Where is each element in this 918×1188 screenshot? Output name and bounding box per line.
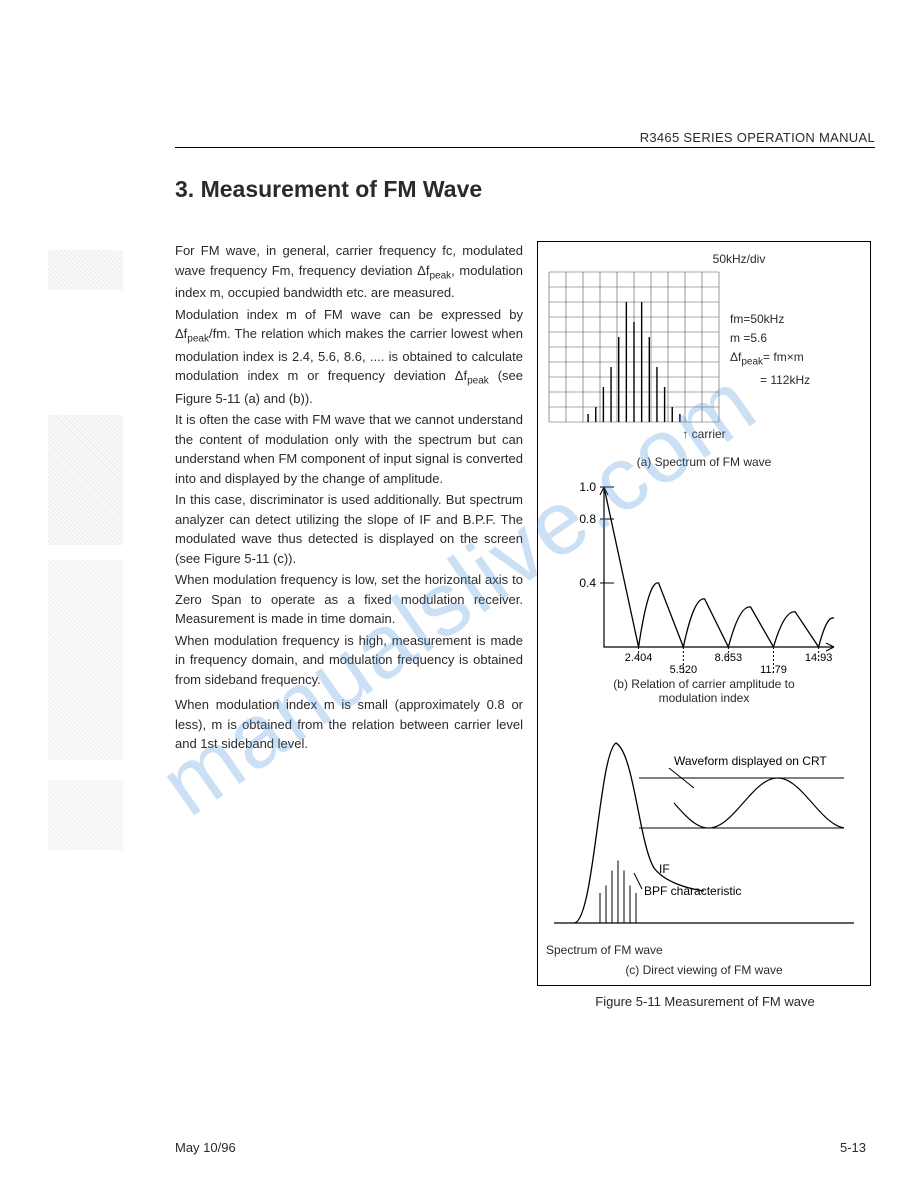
section-title: 3. Measurement of FM Wave	[175, 176, 875, 203]
figure-panel: 50kHz/div fm=50kHz m =5.6 Δfpeak= fm×m =…	[537, 241, 871, 986]
svg-text:BPF characteristic: BPF characteristic	[644, 884, 741, 898]
svg-text:IF: IF	[659, 862, 670, 876]
fig-a-result: = 112kHz	[760, 371, 810, 390]
scan-noise	[48, 250, 123, 290]
svg-text:8.653: 8.653	[715, 652, 743, 664]
fig-a-m: m =5.6	[730, 329, 810, 348]
fig-b-caption: (b) Relation of carrier amplitude to mod…	[544, 677, 864, 705]
svg-text:11.79: 11.79	[760, 664, 787, 676]
svg-text:14.93: 14.93	[805, 652, 833, 664]
fig-a-spectrum	[544, 270, 724, 425]
svg-text:2.404: 2.404	[625, 652, 653, 664]
fig-a-caption: (a) Spectrum of FM wave	[544, 455, 864, 469]
svg-text:5.520: 5.520	[670, 664, 698, 676]
fig-c-diagram: Waveform displayed on CRT IF BPF character…	[544, 723, 864, 943]
scan-noise	[48, 780, 123, 850]
svg-text:0.4: 0.4	[579, 576, 596, 590]
svg-text:1.0: 1.0	[579, 480, 596, 494]
footer-page: 5-13	[840, 1140, 866, 1155]
scan-noise	[48, 560, 123, 760]
scan-noise	[48, 415, 123, 545]
figure-label: Figure 5-11 Measurement of FM wave	[535, 994, 875, 1009]
fig-a-scale: 50kHz/div	[713, 252, 766, 266]
fig-a-carrier: ↑ carrier	[544, 427, 864, 441]
svg-text:0.8: 0.8	[579, 512, 596, 526]
fig-b-bessel: 1.0 0.8 0.4 2.404 8.653 14.93 5.520 11.79	[544, 477, 864, 677]
fig-c-caption: (c) Direct viewing of FM wave	[544, 963, 864, 977]
footer-date: May 10/96	[175, 1140, 236, 1155]
body-text: For FM wave, in general, carrier frequen…	[175, 241, 523, 986]
svg-text:Waveform displayed on CRT: Waveform displayed on CRT	[674, 754, 827, 768]
fig-a-fm: fm=50kHz	[730, 310, 810, 329]
manual-header: R3465 SERIES OPERATION MANUAL	[175, 130, 875, 148]
fig-c-spectrum-label: Spectrum of FM wave	[546, 943, 864, 957]
fig-a-dfpeak: Δfpeak= fm×m	[730, 348, 810, 370]
